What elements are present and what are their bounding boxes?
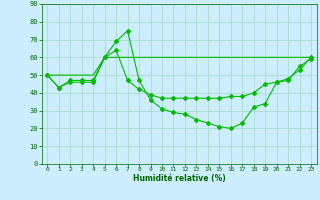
X-axis label: Humidité relative (%): Humidité relative (%) [133, 174, 226, 183]
